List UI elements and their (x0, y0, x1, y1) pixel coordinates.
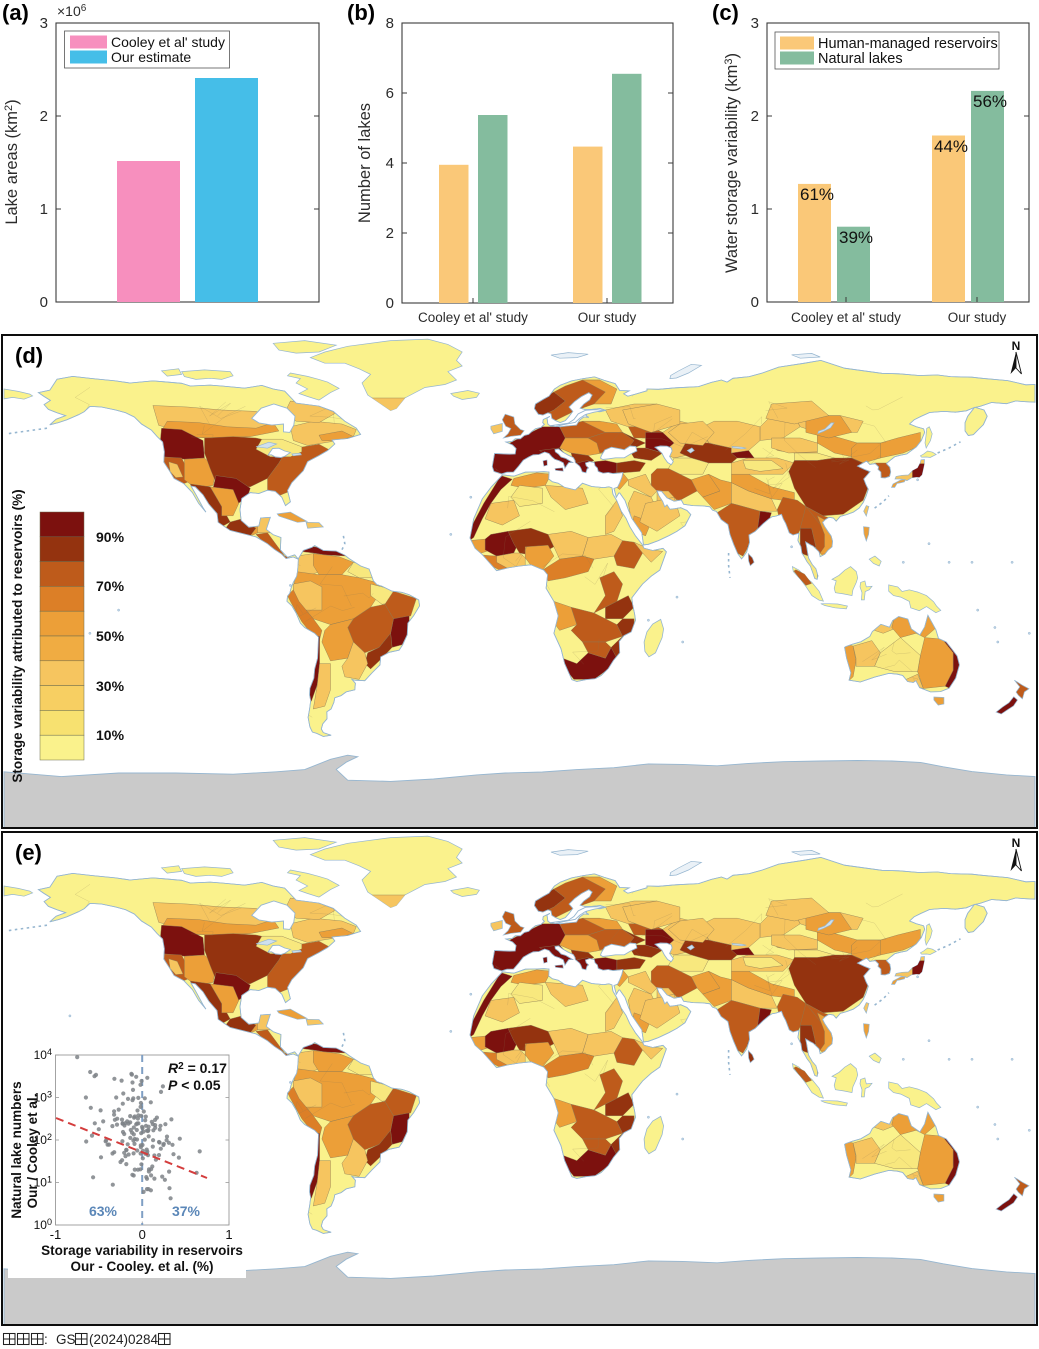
svg-text:×106: ×106 (57, 3, 87, 19)
svg-text:Number of lakes: Number of lakes (356, 103, 374, 223)
svg-text:(e): (e) (15, 840, 42, 865)
svg-text:56%: 56% (973, 92, 1007, 111)
svg-text:(c): (c) (712, 0, 739, 25)
svg-text::: : (44, 1332, 48, 1347)
svg-text:8: 8 (386, 15, 394, 32)
svg-text:(2024)0284: (2024)0284 (89, 1332, 159, 1347)
svg-text:Our study: Our study (578, 310, 637, 325)
svg-text:GS: GS (56, 1332, 76, 1347)
svg-text:3: 3 (40, 15, 48, 32)
svg-text:2: 2 (751, 108, 759, 125)
svg-text:Cooley et al' study: Cooley et al' study (791, 310, 901, 325)
svg-text:Our study: Our study (948, 310, 1007, 325)
svg-text:(b): (b) (347, 0, 375, 25)
svg-text:6: 6 (386, 85, 394, 102)
svg-text:Cooley et al' study: Cooley et al' study (111, 34, 225, 50)
svg-text:44%: 44% (934, 137, 968, 156)
svg-text:0: 0 (751, 294, 759, 311)
svg-text:Lake areas (km2): Lake areas (km2) (3, 99, 21, 224)
svg-text:Cooley et al' study: Cooley et al' study (418, 310, 528, 325)
svg-text:39%: 39% (839, 228, 873, 247)
svg-text:Water storage variability (km3: Water storage variability (km3) (723, 53, 741, 273)
svg-text:0: 0 (40, 294, 48, 311)
svg-text:1: 1 (40, 201, 48, 218)
svg-text:Natural lakes: Natural lakes (818, 51, 903, 67)
svg-text:N: N (1012, 339, 1021, 353)
svg-text:90%: 90% (96, 529, 125, 545)
svg-text:3: 3 (751, 15, 759, 32)
svg-text:Human-managed reservoirs: Human-managed reservoirs (818, 36, 998, 52)
svg-text:(d): (d) (15, 343, 43, 368)
svg-text:61%: 61% (800, 185, 834, 204)
svg-text:4: 4 (386, 155, 394, 172)
svg-text:Our estimate: Our estimate (111, 49, 191, 65)
svg-text:2: 2 (386, 225, 394, 242)
svg-text:N: N (1012, 836, 1021, 850)
svg-text:10%: 10% (96, 727, 125, 743)
svg-text:Storage variability attributed: Storage variability attributed to reserv… (10, 489, 25, 782)
svg-text:50%: 50% (96, 628, 125, 644)
svg-text:0: 0 (386, 295, 394, 312)
svg-text:(a): (a) (2, 0, 29, 25)
svg-text:1: 1 (751, 201, 759, 218)
svg-text:30%: 30% (96, 678, 125, 694)
svg-text:2: 2 (40, 108, 48, 125)
svg-text:70%: 70% (96, 578, 125, 594)
